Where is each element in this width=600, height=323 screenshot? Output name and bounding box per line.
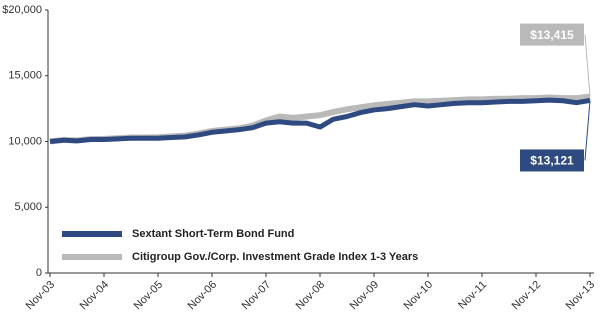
x-tick-label: Nov-10 bbox=[402, 279, 436, 313]
x-tick-label: Nov-11 bbox=[456, 279, 489, 312]
value-label-leader bbox=[584, 100, 591, 161]
x-tick-label: Nov-03 bbox=[24, 279, 58, 313]
value-label: $13,415 bbox=[530, 28, 574, 42]
x-tick-label: Nov-12 bbox=[510, 279, 544, 313]
value-label: $13,121 bbox=[530, 154, 574, 168]
y-tick-label: 15,000 bbox=[8, 70, 42, 82]
x-tick-label: Nov-09 bbox=[348, 279, 382, 313]
y-tick-label: 0 bbox=[36, 267, 42, 279]
x-tick-label: Nov-05 bbox=[132, 279, 166, 313]
value-label-box bbox=[520, 149, 584, 172]
x-tick-label: Nov-08 bbox=[294, 279, 328, 313]
x-tick-label: Nov-04 bbox=[78, 279, 112, 313]
y-tick-label: 10,000 bbox=[8, 135, 42, 147]
value-label-box bbox=[520, 23, 584, 46]
y-tick-label: 5,000 bbox=[14, 201, 42, 213]
legend-label: Sextant Short-Term Bond Fund bbox=[132, 228, 294, 240]
series-line bbox=[49, 97, 591, 144]
x-tick-label: Nov-06 bbox=[186, 279, 220, 313]
y-tick-label: $20,000 bbox=[2, 4, 42, 16]
x-tick-label: Nov-13 bbox=[564, 279, 598, 313]
legend-label: Citigroup Gov./Corp. Investment Grade In… bbox=[132, 251, 418, 263]
value-label-leader bbox=[584, 34, 591, 97]
x-tick-label: Nov-07 bbox=[240, 279, 274, 313]
